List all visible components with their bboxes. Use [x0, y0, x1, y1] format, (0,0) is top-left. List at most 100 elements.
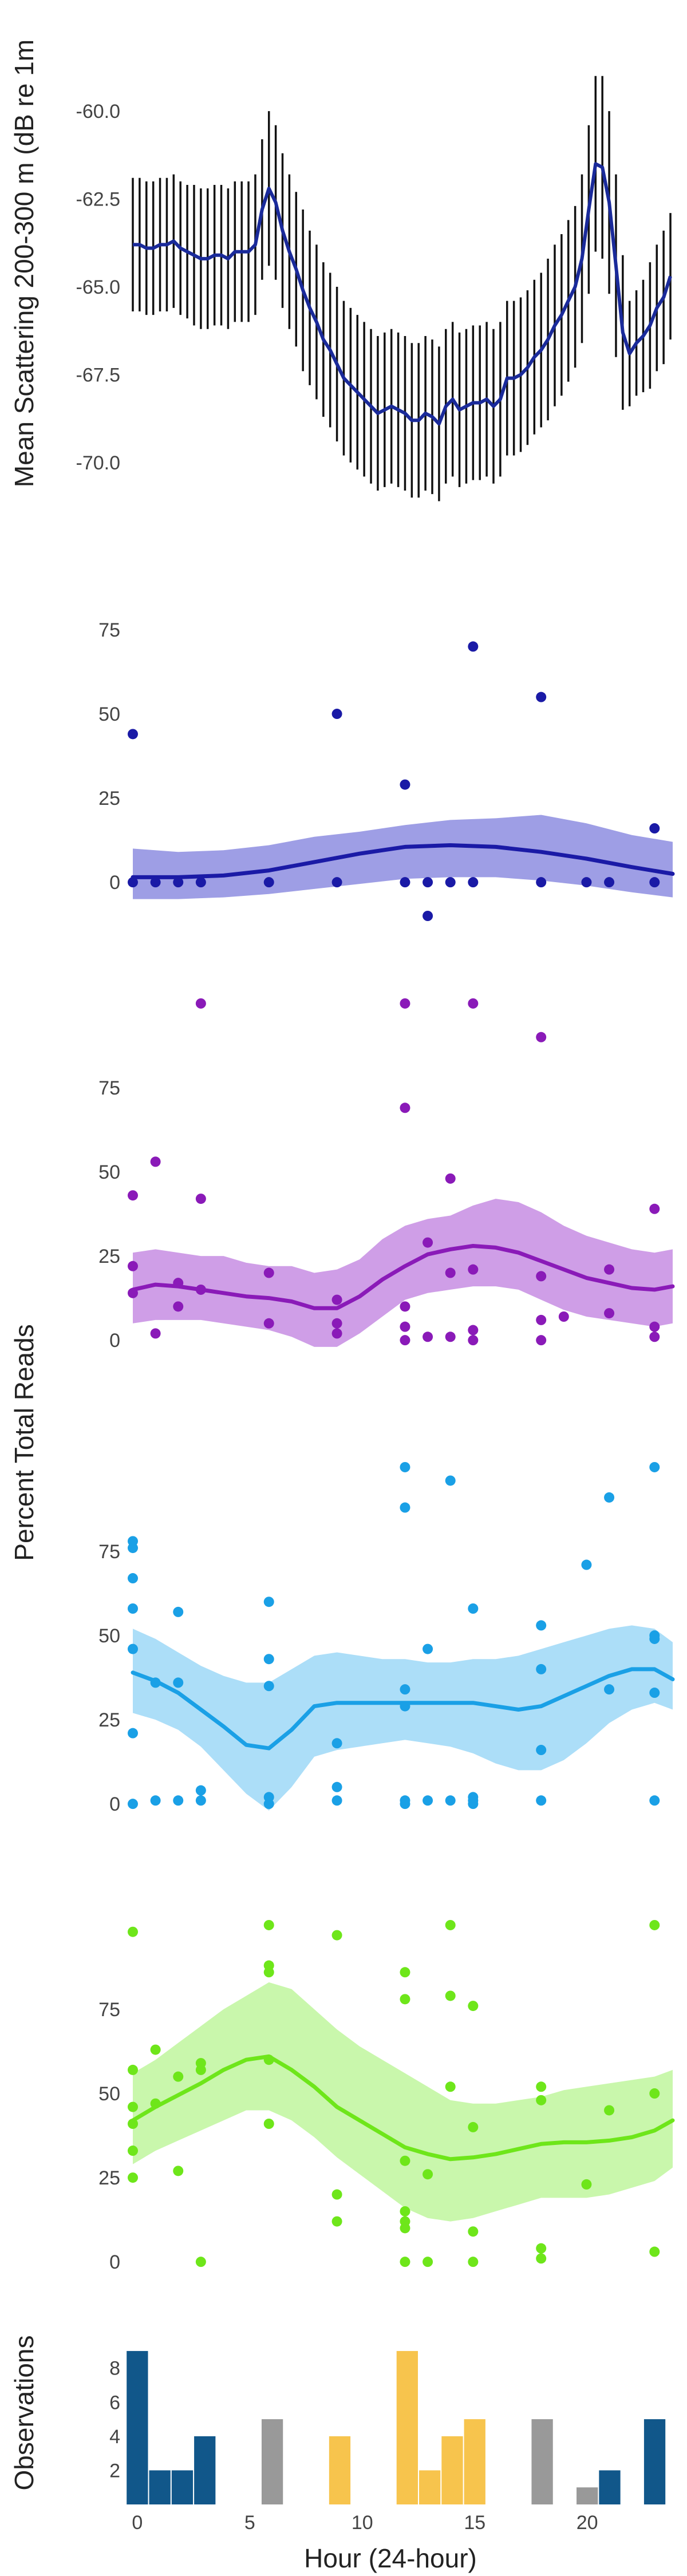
data-point	[536, 1795, 547, 1806]
data-point	[468, 1799, 479, 1809]
data-point	[604, 1684, 615, 1695]
percent-reads-y-axis-label: Percent Total Reads	[9, 1324, 39, 1560]
data-point	[263, 1318, 274, 1329]
data-point	[263, 2119, 274, 2129]
x-tick-label: 20	[577, 2512, 598, 2534]
data-point	[649, 877, 660, 888]
data-point	[536, 1314, 547, 1325]
smoothed-trend-line	[131, 1244, 675, 1310]
data-point	[400, 1502, 410, 1513]
observation-bar	[599, 2470, 621, 2504]
data-point	[649, 1795, 660, 1806]
data-point	[536, 877, 547, 888]
data-point	[649, 1332, 660, 1342]
x-tick-label: 5	[244, 2512, 255, 2534]
y-tick-label: -60.0	[76, 101, 121, 123]
data-point	[173, 1677, 184, 1688]
observation-bar	[464, 2419, 485, 2504]
observation-bar	[419, 2470, 441, 2504]
confidence-band	[133, 1982, 673, 2222]
data-point	[128, 2101, 138, 2112]
data-point	[536, 2243, 547, 2254]
smoothed-trend-line	[131, 843, 675, 879]
data-point	[536, 692, 547, 702]
data-point	[400, 1799, 410, 1809]
data-point	[445, 1795, 456, 1806]
data-point	[150, 2044, 161, 2055]
data-point	[128, 1603, 138, 1614]
data-point	[423, 911, 433, 921]
data-point	[581, 877, 592, 888]
observation-bar	[643, 2419, 666, 2504]
data-point	[150, 877, 161, 888]
y-tick-label: 75	[98, 1541, 120, 1563]
data-point	[558, 1311, 569, 1322]
mean-scattering-line	[133, 162, 672, 426]
observation-bar	[577, 2487, 598, 2504]
data-point	[468, 2121, 479, 2132]
data-point	[195, 2257, 206, 2267]
data-point	[649, 1461, 660, 1472]
data-point	[128, 1643, 138, 1654]
data-point	[604, 877, 615, 888]
observations-panel: Observations Hour (24-hour) 2 4 6 8 0 5 10 15 20	[9, 2335, 666, 2573]
data-point	[128, 1543, 138, 1554]
data-point	[195, 998, 206, 1009]
reads-panel-1: 0 25 50 75	[98, 619, 675, 921]
reads-panel-4: 0 25 50 75	[98, 1919, 675, 2273]
data-point	[331, 1294, 342, 1305]
y-tick-label: 75	[98, 1999, 120, 2021]
data-point	[400, 2257, 410, 2267]
data-point	[150, 1328, 161, 1339]
data-point	[536, 2081, 547, 2092]
y-tick-label: -70.0	[76, 452, 121, 474]
observation-bar	[127, 2350, 148, 2504]
reads-panel-2: 0 25 50 75	[98, 998, 675, 1352]
observation-bar	[171, 2470, 194, 2504]
y-tick-label: 75	[98, 619, 120, 641]
data-point	[536, 1335, 547, 1346]
data-point	[263, 1654, 274, 1665]
data-point	[604, 1492, 615, 1503]
data-point	[423, 1643, 433, 1654]
data-point	[263, 1799, 274, 1809]
y-tick-label: 75	[98, 1077, 120, 1099]
data-point	[536, 1032, 547, 1042]
data-point	[195, 1284, 206, 1295]
y-tick-label: 6	[109, 2392, 120, 2413]
observation-bar	[149, 2470, 171, 2504]
data-point	[604, 1308, 615, 1319]
y-tick-label: 0	[109, 872, 120, 894]
data-point	[468, 1264, 479, 1275]
y-tick-label: 0	[109, 1793, 120, 1815]
data-point	[400, 1461, 410, 1472]
data-point	[445, 877, 456, 888]
y-tick-label: 50	[98, 1625, 120, 1647]
x-tick-label: 15	[464, 2512, 485, 2534]
data-point	[468, 2001, 479, 2012]
data-point	[423, 2257, 433, 2267]
data-point	[649, 823, 660, 834]
data-point	[128, 1287, 138, 1298]
data-point	[536, 1745, 547, 1756]
data-point	[128, 1261, 138, 1271]
data-point	[445, 1475, 456, 1486]
y-tick-label: 8	[109, 2358, 120, 2380]
data-point	[128, 2146, 138, 2156]
data-point	[173, 877, 184, 888]
observation-bar	[396, 2350, 418, 2504]
data-point	[400, 2155, 410, 2166]
data-point	[173, 1606, 184, 1617]
y-tick-label: 50	[98, 2083, 120, 2105]
data-point	[331, 1795, 342, 1806]
data-point	[536, 1664, 547, 1674]
data-point	[445, 2081, 456, 2092]
data-point	[423, 2169, 433, 2180]
data-point	[649, 1633, 660, 1644]
y-tick-label: 50	[98, 1161, 120, 1183]
data-point	[263, 1681, 274, 1692]
data-point	[400, 998, 410, 1009]
data-point	[331, 2189, 342, 2200]
data-point	[150, 1795, 161, 1806]
